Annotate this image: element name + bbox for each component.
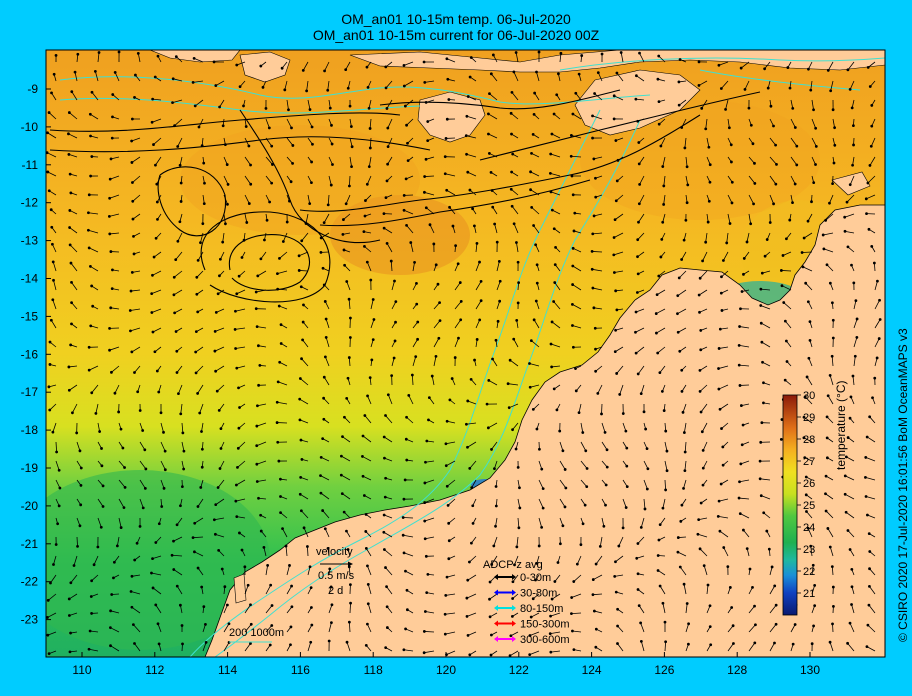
y-tick-label: -15 [21, 309, 39, 323]
isobath-legend-text: 200 1000m [229, 627, 284, 639]
y-tick-label: -19 [21, 461, 39, 475]
adcp-title: ADCP z avg [483, 559, 543, 571]
adcp-legend-label: 0-30m [520, 572, 551, 584]
velocity-duration: 2 d [328, 585, 343, 597]
x-tick-label: 122 [509, 663, 529, 677]
current-streamlines [49, 89, 761, 303]
y-tick-label: -11 [22, 158, 39, 172]
island-north-1 [239, 51, 291, 83]
y-tick-label: -16 [21, 347, 39, 361]
y-tick-label: -22 [21, 575, 39, 589]
y-tick-label: -20 [21, 499, 39, 513]
y-tick-label: -23 [21, 613, 39, 627]
title-line-2: OM_an01 10-15m current for 06-Jul-2020 0… [312, 27, 600, 43]
colorbar-tick-label: 28 [803, 434, 815, 446]
colorbar-tick-label: 29 [803, 412, 815, 424]
island-sumba [574, 69, 701, 136]
colorbar-tick-label: 30 [803, 390, 815, 402]
y-tick-label: -14 [21, 272, 39, 286]
x-tick-label: 114 [218, 663, 237, 677]
x-tick-label: 116 [291, 663, 310, 677]
x-tick-label: 112 [145, 663, 164, 677]
island-north-2 [349, 50, 885, 73]
colorbar-tick-label: 27 [803, 456, 815, 468]
temperature-colorbar: 21 22 23 24 25 26 27 28 29 30 [782, 390, 815, 616]
adcp-legend-label: 80-150m [520, 603, 563, 615]
adcp-legend-label: 150-300m [520, 619, 570, 631]
colorbar-tick-label: 24 [803, 522, 815, 534]
isobath-legend: 200 1000m [229, 627, 284, 643]
map-frame [45, 49, 886, 658]
y-tick-label: -18 [21, 423, 39, 437]
x-tick-label: 118 [364, 663, 383, 677]
colorbar-tick-label: 21 [803, 588, 815, 600]
current-vector-field [46, 50, 882, 657]
adcp-legend-label: 300-600m [520, 634, 570, 646]
colorbar-tick-label: 25 [803, 500, 815, 512]
x-tick-label: 124 [582, 663, 602, 677]
isobath-contours [59, 57, 885, 657]
colorbar-tick-label: 26 [803, 478, 815, 490]
y-tick-label: -21 [21, 537, 39, 551]
y-tick-label: -17 [21, 385, 39, 399]
x-tick-label: 120 [436, 663, 456, 677]
adcp-legend-label: 30-80m [520, 588, 557, 600]
x-tick-label: 130 [800, 663, 820, 677]
velocity-legend: velocity 0.5 m/s 2 d [316, 546, 355, 597]
x-tick-label: 110 [72, 663, 91, 677]
adcp-legend: ADCP z avg 0-30m 30-80m 80-150m 150-300m 300… [483, 559, 570, 646]
velocity-title: velocity [316, 546, 353, 558]
credit-text: © CSIRO 2020 17-Jul-2020 16:01:56 BoM Oc… [896, 328, 910, 642]
colorbar-label: temperature (°C) [834, 380, 848, 471]
colorbar-tick-label: 22 [803, 566, 815, 578]
colorbar-tick-label: 23 [803, 544, 815, 556]
title-line-1: OM_an01 10-15m temp. 06-Jul-2020 [341, 11, 571, 27]
y-tick-label: -12 [21, 196, 39, 210]
y-tick-label: -10 [21, 120, 39, 134]
y-tick-label: -13 [21, 234, 39, 248]
velocity-speed: 0.5 m/s [318, 570, 355, 582]
australia-landmass [204, 204, 885, 657]
y-axis: -9 -10 -11 -12 -13 -14 -15 -16 -17 -18 -19 -20 -21 -2… [21, 82, 51, 627]
x-tick-label: 128 [727, 663, 747, 677]
y-tick-label: -9 [27, 82, 38, 96]
x-tick-label: 126 [654, 663, 674, 677]
x-axis: 110 112 114 116 118 120 122 124 126 128 130 [72, 652, 820, 677]
